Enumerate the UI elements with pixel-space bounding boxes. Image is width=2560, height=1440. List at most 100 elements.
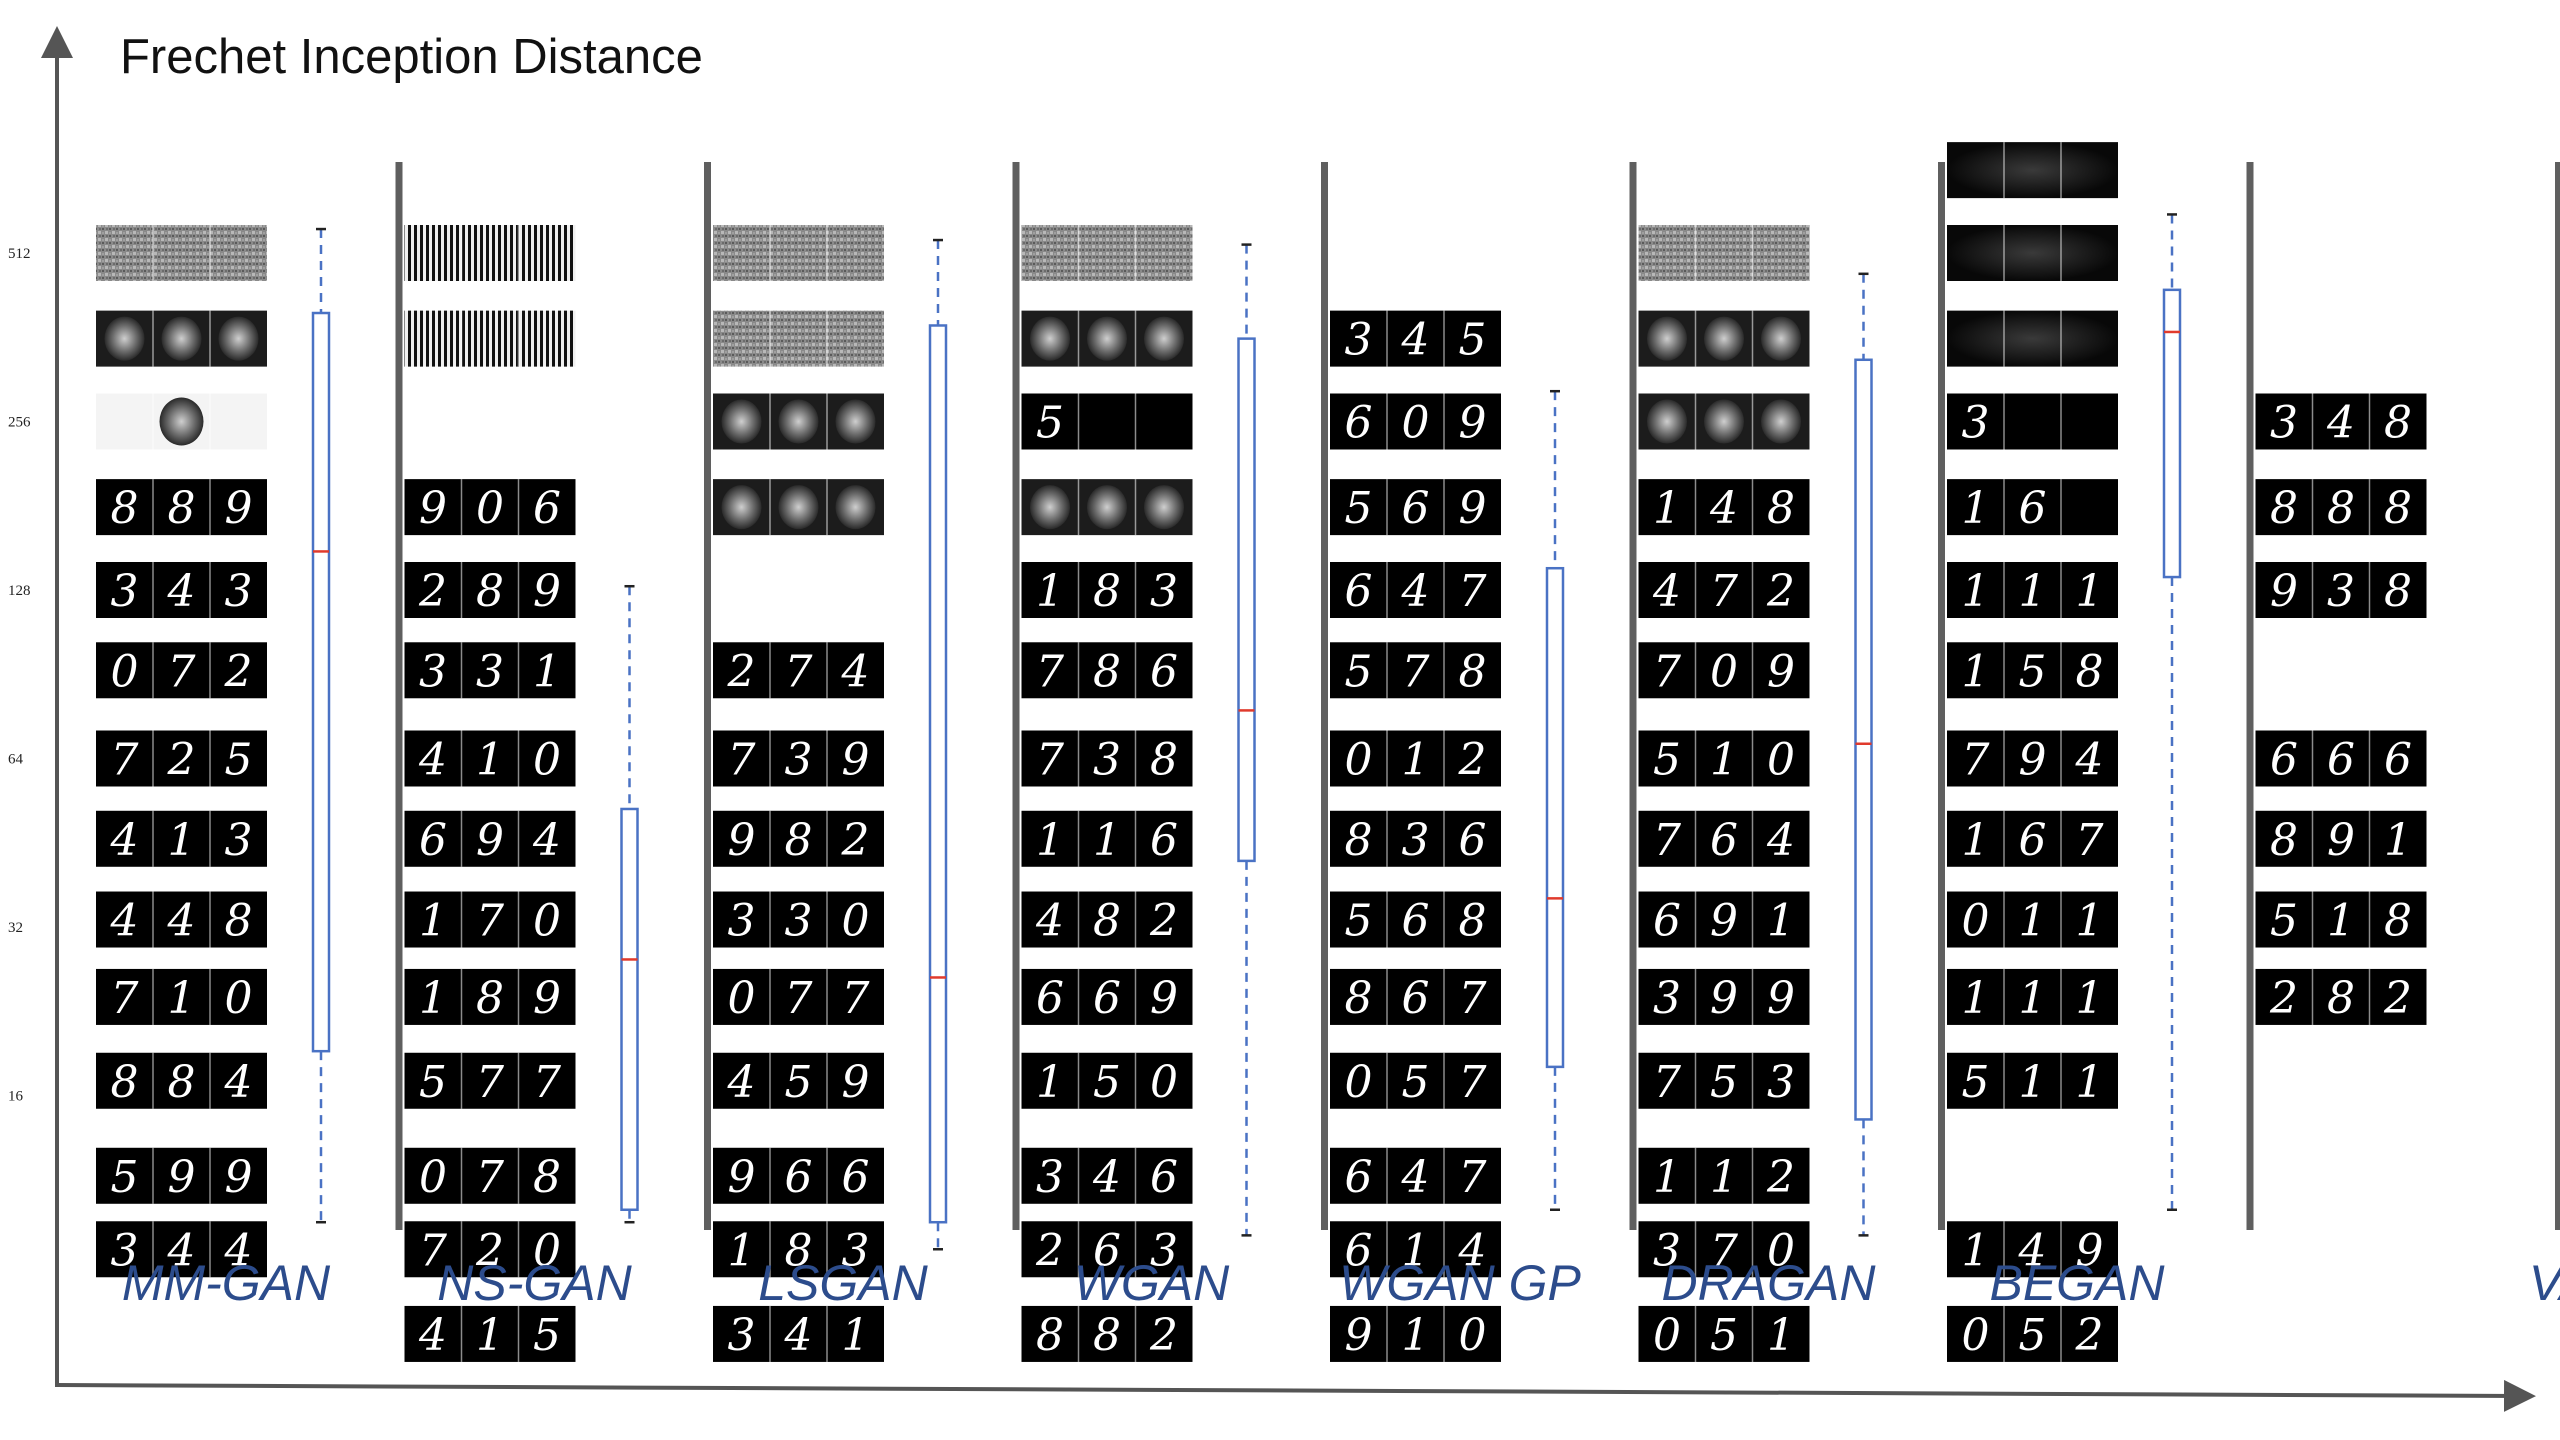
blur-blob xyxy=(159,397,204,446)
sample-digit: 5 xyxy=(1345,896,1373,947)
sample-digit: 9 xyxy=(1459,483,1487,534)
sample-digit: 1 xyxy=(1036,815,1064,866)
sample-digit: 7 xyxy=(476,1057,504,1108)
thumbnail-tile xyxy=(404,730,576,787)
sample-digit: 8 xyxy=(111,1057,139,1108)
sample-digit: 5 xyxy=(785,1057,813,1108)
y-tick-labels: 512 256 128 64 32 16 xyxy=(8,246,31,1105)
sample-digit: 1 xyxy=(1962,815,1990,866)
sample-digit: 6 xyxy=(2384,735,2412,786)
sample-digit: 4 xyxy=(1709,483,1738,534)
sample-digit: 3 xyxy=(1150,1225,1178,1276)
sample-digit: 8 xyxy=(1345,815,1373,866)
sample-digit: 4 xyxy=(224,1057,253,1108)
sample-digit: 0 xyxy=(225,973,253,1024)
sample-digit: 9 xyxy=(2019,735,2047,786)
sample-digit: 9 xyxy=(225,483,253,534)
blur-blob xyxy=(1761,316,1801,361)
blur-blob xyxy=(1030,316,1070,361)
model-separators xyxy=(395,162,2560,1230)
sample-digit: 3 xyxy=(785,896,813,947)
sample-digit: 3 xyxy=(111,566,139,617)
sample-digit: 1 xyxy=(1962,973,1990,1024)
thumbnail-tile xyxy=(1638,1305,1810,1362)
sample-digit: 9 xyxy=(1710,896,1738,947)
sample-digit: 9 xyxy=(842,735,870,786)
sample-digit: 7 xyxy=(1402,646,1430,697)
model-label-mm-gan: MM-GAN xyxy=(122,1255,331,1311)
sample-digit: 5 xyxy=(225,735,253,786)
sample-digit: 5 xyxy=(1710,1057,1738,1108)
thumbnail-tile xyxy=(1947,730,2118,787)
sample-digit: 3 xyxy=(476,646,504,697)
sample-digit: 6 xyxy=(419,815,447,866)
sample-digit: 9 xyxy=(2076,1225,2104,1276)
sample-digit: 9 xyxy=(1767,646,1795,697)
model-label-dragan: DRAGAN xyxy=(1662,1255,1877,1311)
y-tick-label: 16 xyxy=(8,1089,24,1105)
box-plots xyxy=(311,213,2182,1251)
sample-digit: 4 xyxy=(1652,566,1681,617)
sample-digit: 7 xyxy=(476,1152,504,1203)
sample-digit: 3 xyxy=(728,896,756,947)
sample-digit: 8 xyxy=(785,815,813,866)
sample-digit: 6 xyxy=(1402,483,1430,534)
thumbnail-tile xyxy=(2255,810,2427,867)
sample-digit: 8 xyxy=(1036,1310,1064,1361)
y-tick-label: 512 xyxy=(8,246,31,262)
sample-digit: 7 xyxy=(1653,646,1681,697)
sample-digit: 0 xyxy=(1653,1310,1681,1361)
thumbnail-tile xyxy=(404,1052,576,1109)
thumbnail-tile xyxy=(1330,1147,1501,1204)
sample-digit: 8 xyxy=(476,973,504,1024)
thumbnail-tile xyxy=(96,810,267,867)
thumbnail-tile xyxy=(1330,310,1501,367)
sample-digit: 2 xyxy=(1149,1310,1178,1361)
model-labels: MM-GAN NS-GAN LSGAN WGAN WGAN GP DRAGAN BEGAN V… xyxy=(122,1255,2560,1311)
blur-blob xyxy=(778,399,819,444)
sample-digit: 8 xyxy=(1767,483,1795,534)
blur-blob xyxy=(835,485,876,530)
sample-digit: 1 xyxy=(1402,1310,1430,1361)
box-wgan xyxy=(1237,243,1256,1237)
model-label-began: BEGAN xyxy=(1989,1255,2165,1311)
thumbnail-tile xyxy=(1021,810,1193,867)
thumbnail-tile xyxy=(1947,142,2118,199)
sample-digit: 2 xyxy=(1766,566,1795,617)
sample-digit: 9 xyxy=(1710,973,1738,1024)
thumbnail-tile xyxy=(1021,730,1193,787)
thumbnail-tile xyxy=(1947,642,2118,699)
sample-digit: 5 xyxy=(1653,735,1681,786)
thumbnail-tile xyxy=(404,891,576,948)
sample-digit: 1 xyxy=(533,646,561,697)
thumbnail-tile xyxy=(1947,225,2118,281)
sample-digit: 2 xyxy=(1149,896,1178,947)
thumbnail-tile xyxy=(1330,968,1501,1025)
sample-digit: 5 xyxy=(1459,315,1487,366)
sample-digit: 1 xyxy=(1710,735,1738,786)
sample-digit: 8 xyxy=(111,483,139,534)
blur-blob xyxy=(1704,399,1744,444)
sample-digit: 6 xyxy=(1036,973,1064,1024)
sample-digit: 9 xyxy=(728,1152,756,1203)
thumbnail-tile xyxy=(1021,1305,1193,1362)
sample-digit: 2 xyxy=(418,566,447,617)
thumbnail-tile xyxy=(404,1147,576,1204)
thumbnail-tile xyxy=(2255,562,2427,618)
sample-digit: 6 xyxy=(1150,646,1178,697)
sample-digit: 7 xyxy=(1036,735,1064,786)
box-lsgan xyxy=(928,238,948,1251)
